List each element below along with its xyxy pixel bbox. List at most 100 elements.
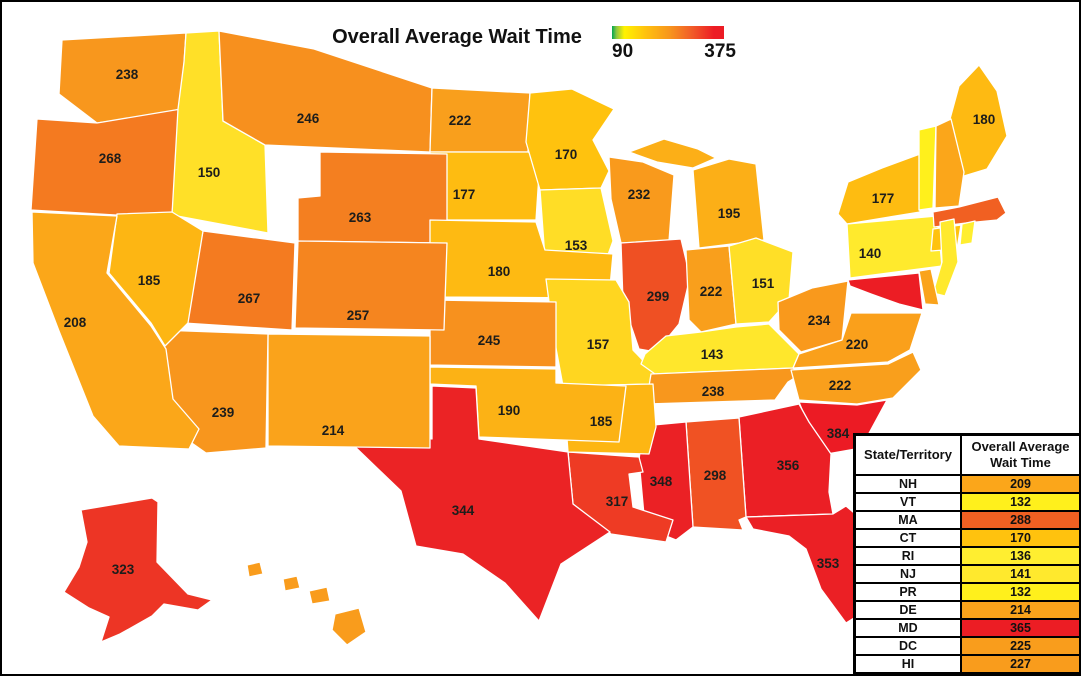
state-value-label-WY: 263 — [349, 210, 372, 225]
state-shape-MD — [847, 272, 924, 311]
state-value-label-WA: 238 — [116, 67, 139, 82]
state-shape-IN — [685, 245, 737, 333]
table-row-CT: CT 170 — [853, 528, 1079, 548]
state-value-label-MI: 195 — [718, 206, 741, 221]
state-shape-NY — [837, 153, 921, 225]
state-shape-NH — [934, 118, 965, 209]
state-shape-VA — [792, 312, 923, 369]
state-value-label-AL: 298 — [704, 468, 727, 483]
table-row-DE: DE 214 — [853, 600, 1079, 620]
state-cell-MD: MD — [853, 618, 962, 638]
state-shape-HI — [308, 586, 331, 605]
state-shape-MI — [692, 158, 765, 249]
chart-title: Overall Average Wait Time — [332, 26, 582, 48]
state-shape-NV — [108, 211, 204, 347]
table-header-value: Overall Average Wait Time — [960, 433, 1079, 476]
value-cell-DE: 214 — [960, 600, 1079, 620]
state-shape-HI — [282, 575, 301, 592]
table-row-NJ: NJ 141 — [853, 564, 1079, 584]
state-value-label-MT: 246 — [297, 111, 320, 126]
value-cell-HI: 227 — [960, 654, 1079, 674]
state-value-label-FL: 353 — [817, 556, 840, 571]
state-value-label-NV: 185 — [138, 273, 161, 288]
state-cell-CT: CT — [853, 528, 962, 548]
state-cell-NJ: NJ — [853, 564, 962, 584]
state-shape-CO — [294, 240, 448, 331]
table-row-VT: VT 132 — [853, 492, 1079, 512]
state-shape-OK — [429, 366, 627, 443]
state-shape-ME — [946, 64, 1008, 177]
state-value-label-PA: 140 — [859, 246, 882, 261]
state-shape-HI — [246, 561, 264, 578]
state-shape-MT — [218, 30, 433, 153]
state-shape-HI — [331, 607, 367, 646]
value-cell-RI: 136 — [960, 546, 1079, 566]
legend-gradient-bar — [612, 26, 724, 39]
state-value-label-OH: 151 — [752, 276, 775, 291]
value-cell-NH: 209 — [960, 474, 1079, 494]
state-shape-ND — [429, 87, 531, 153]
value-cell-MD: 365 — [960, 618, 1079, 638]
state-cell-RI: RI — [853, 546, 962, 566]
state-shape-NM — [267, 333, 431, 449]
table-header-state: State/Territory — [853, 433, 962, 476]
state-shape-AK — [63, 497, 213, 643]
state-cell-MA: MA — [853, 510, 962, 530]
state-value-label-MN: 170 — [555, 147, 578, 162]
state-value-label-WI: 232 — [628, 187, 651, 202]
state-value-label-KY: 143 — [701, 347, 724, 362]
table-header-row: State/Territory Overall Average Wait Tim… — [853, 433, 1079, 476]
state-value-label-ND: 222 — [449, 113, 472, 128]
color-legend: 90 375 — [612, 26, 742, 61]
state-cell-VT: VT — [853, 492, 962, 512]
state-value-label-ME: 180 — [973, 112, 996, 127]
table-row-RI: RI 136 — [853, 546, 1079, 566]
table-row-HI: HI 227 — [853, 654, 1079, 674]
state-value-label-NC: 222 — [829, 378, 852, 393]
table-row-NH: NH 209 — [853, 474, 1079, 494]
state-value-label-UT: 267 — [238, 291, 261, 306]
state-shape-KY — [640, 323, 800, 375]
state-cell-DC: DC — [853, 636, 962, 656]
state-value-label-NY: 177 — [872, 191, 895, 206]
state-value-label-IL: 299 — [647, 289, 670, 304]
legend-max-label: 375 — [704, 41, 736, 62]
state-value-label-SD: 177 — [453, 187, 476, 202]
small-states-table: State/Territory Overall Average Wait Tim… — [853, 433, 1079, 674]
state-value-label-TN: 238 — [702, 384, 725, 399]
state-value-label-SC: 384 — [827, 426, 850, 441]
table-row-MA: MA 288 — [853, 510, 1079, 530]
state-value-label-WV: 234 — [808, 313, 831, 328]
state-shape-NJ — [932, 218, 959, 297]
state-value-label-OR: 268 — [99, 151, 122, 166]
value-cell-NJ: 141 — [960, 564, 1079, 584]
state-value-label-CA: 208 — [64, 315, 87, 330]
state-shape-MN — [525, 88, 615, 191]
state-cell-PR: PR — [853, 582, 962, 602]
state-value-label-AR: 185 — [590, 414, 613, 429]
state-value-label-OK: 190 — [498, 403, 521, 418]
state-value-label-ID: 150 — [198, 165, 221, 180]
value-cell-VT: 132 — [960, 492, 1079, 512]
state-value-label-VA: 220 — [846, 337, 869, 352]
state-value-label-CO: 257 — [347, 308, 370, 323]
state-value-label-KS: 245 — [478, 333, 501, 348]
table-row-MD: MD 365 — [853, 618, 1079, 638]
state-cell-NH: NH — [853, 474, 962, 494]
state-value-label-LA: 317 — [606, 494, 629, 509]
value-cell-DC: 225 — [960, 636, 1079, 656]
table-row-DC: DC 225 — [853, 636, 1079, 656]
state-value-label-MS: 348 — [650, 474, 673, 489]
state-shape-DE — [918, 268, 940, 306]
state-value-label-MO: 157 — [587, 337, 610, 352]
state-value-label-GA: 356 — [777, 458, 800, 473]
state-value-label-TX: 344 — [452, 503, 475, 518]
legend-min-label: 90 — [612, 41, 634, 62]
state-shape-MI — [628, 138, 717, 169]
state-shape-CA — [31, 211, 200, 450]
state-cell-DE: DE — [853, 600, 962, 620]
state-shape-WY — [297, 151, 448, 244]
state-shape-VT — [918, 125, 937, 211]
